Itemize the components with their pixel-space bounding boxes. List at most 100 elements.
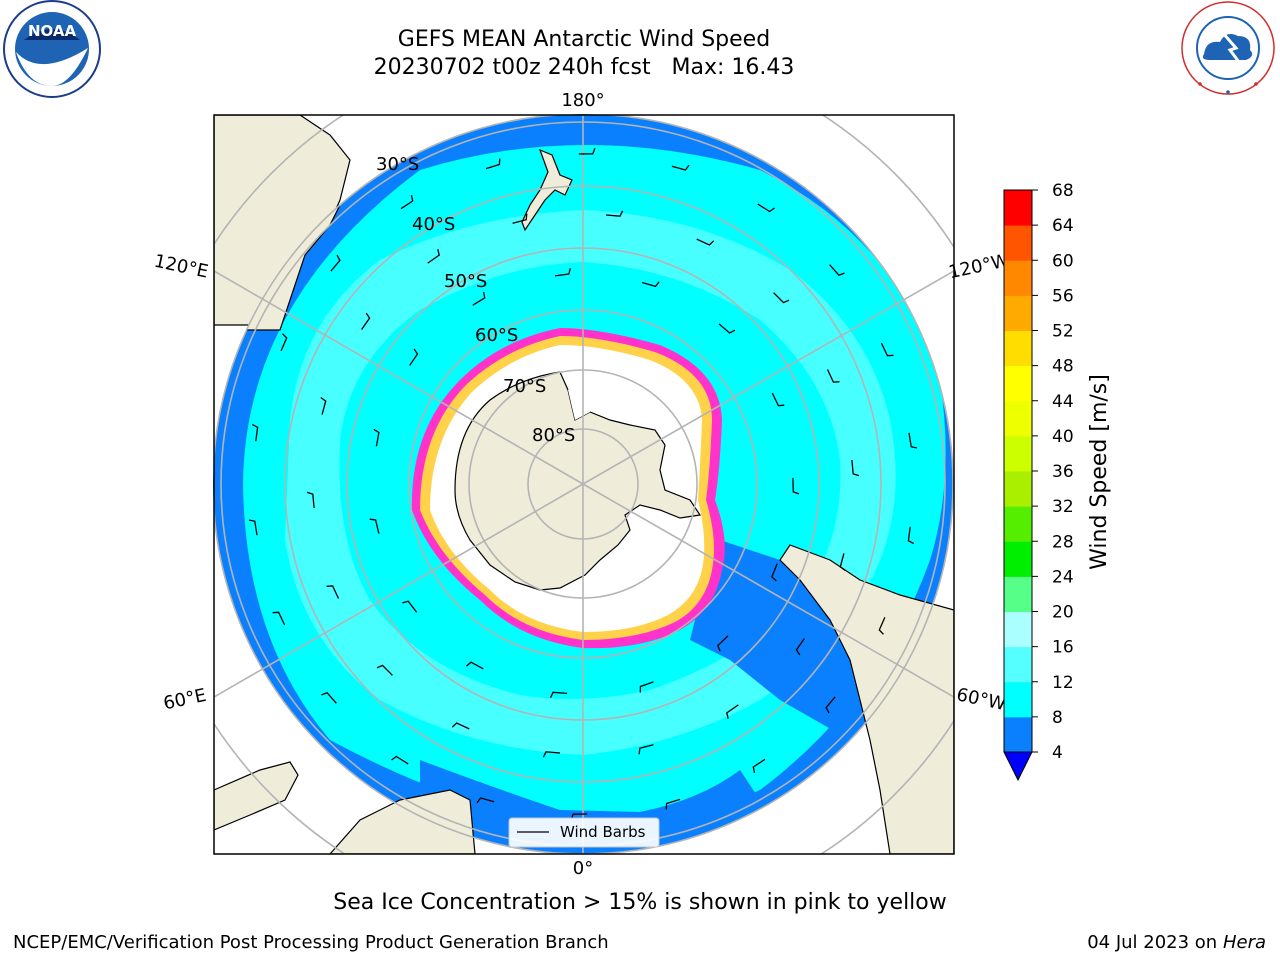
wind-barb bbox=[771, 563, 778, 582]
lat-label-70s: 70°S bbox=[503, 376, 546, 397]
colorbar-segment bbox=[1004, 471, 1032, 507]
lon-label-120e: 120°E bbox=[152, 251, 210, 283]
lon-label-180: 180° bbox=[561, 90, 604, 111]
colorbar-tick-label: 20 bbox=[1052, 603, 1074, 623]
wind-barb bbox=[771, 392, 785, 407]
lat-label-40s: 40°S bbox=[412, 214, 455, 235]
colorbar-tick-label: 28 bbox=[1052, 532, 1074, 552]
wind-barb bbox=[839, 553, 846, 572]
wind-barb bbox=[717, 635, 729, 652]
wind-barb bbox=[402, 600, 418, 613]
colorbar-segment bbox=[1004, 716, 1032, 753]
wind-barb bbox=[671, 164, 690, 171]
colorbar-tick-label: 12 bbox=[1052, 673, 1074, 693]
meridians bbox=[214, 115, 954, 854]
colorbar-tick-label: 68 bbox=[1052, 181, 1074, 201]
colorbar-segment bbox=[1004, 225, 1032, 261]
outer-ocean-nw bbox=[300, 115, 954, 260]
wind-barb bbox=[465, 661, 484, 670]
land-madagascar bbox=[214, 761, 299, 831]
colorbar-segment bbox=[1004, 681, 1032, 718]
colorbar-segment bbox=[1004, 435, 1032, 472]
lon-label-60e: 60°E bbox=[162, 685, 209, 715]
wind-barb bbox=[512, 213, 528, 224]
colorbar-segment bbox=[1004, 506, 1032, 542]
chart-title: GEFS MEAN Antarctic Wind Speed bbox=[397, 27, 771, 52]
footer-branch: NCEP/EMC/Verification Post Processing Pr… bbox=[13, 932, 609, 953]
wind-barb bbox=[907, 526, 915, 545]
colorbar-tick-label: 52 bbox=[1052, 322, 1074, 342]
colorbar-segment bbox=[1004, 611, 1032, 648]
colorbar-tick-label: 56 bbox=[1052, 286, 1074, 306]
lon-label-120w: 120°W bbox=[947, 250, 1011, 283]
wind-barb bbox=[554, 268, 571, 277]
colorbar-segment bbox=[1004, 365, 1032, 402]
wind-barb bbox=[718, 323, 736, 334]
noaa-logo-text: NOAA bbox=[28, 22, 77, 40]
colorbar-tick-label: 4 bbox=[1052, 743, 1063, 763]
lat-label-60s: 60°S bbox=[475, 325, 518, 346]
wind-barb bbox=[321, 692, 337, 704]
noaa-logo: NOAA bbox=[3, 0, 101, 98]
wind-barb bbox=[542, 751, 561, 758]
wind-barb bbox=[829, 264, 845, 276]
wind-barb bbox=[485, 158, 501, 170]
chart-subtitle-date-max: 20230702 t00z 240h fcst Max: 16.43 bbox=[373, 55, 795, 80]
wind-barb bbox=[361, 312, 371, 330]
wind-barb bbox=[373, 428, 380, 447]
wind-band-4-8-southeast bbox=[690, 540, 900, 740]
wind-barb bbox=[369, 518, 380, 534]
lat-label-30s: 30°S bbox=[376, 154, 419, 175]
footer-date-text: 04 Jul 2023 on bbox=[1087, 932, 1223, 953]
colorbar-tick-label: 44 bbox=[1052, 392, 1074, 412]
wind-barb bbox=[476, 797, 495, 804]
wind-barbs bbox=[248, 147, 918, 821]
colorbar-tick-label: 16 bbox=[1052, 638, 1074, 658]
wind-barb bbox=[826, 369, 840, 383]
wind-barb bbox=[472, 291, 486, 306]
wind-barb bbox=[280, 333, 288, 352]
wind-barb bbox=[451, 722, 470, 730]
wind-barb bbox=[251, 423, 259, 442]
wind-barb bbox=[757, 203, 775, 213]
wind-barb bbox=[400, 194, 414, 210]
wind-barb bbox=[908, 432, 918, 449]
wind-barb bbox=[641, 281, 660, 288]
ross-sea bbox=[568, 380, 600, 420]
lat-label-80s: 80°S bbox=[532, 425, 575, 446]
wind-barb bbox=[248, 519, 258, 536]
colorbar-segment bbox=[1004, 646, 1032, 683]
colorbar-segment bbox=[1004, 330, 1032, 367]
wind-barb bbox=[825, 696, 836, 714]
wind-barb bbox=[549, 691, 568, 698]
wind-barb bbox=[696, 238, 715, 246]
colorbar-label: Wind Speed [m/s] bbox=[1087, 374, 1112, 570]
wind-barb bbox=[639, 681, 654, 693]
colorbar-segment bbox=[1004, 576, 1032, 612]
colorbar-segment bbox=[1004, 260, 1032, 296]
lon-label-0: 0° bbox=[573, 858, 593, 879]
colorbar-segment bbox=[1004, 190, 1032, 226]
wind-barb bbox=[752, 758, 766, 774]
wind-barb bbox=[851, 459, 860, 477]
wind-barb bbox=[409, 348, 419, 366]
wind-barb bbox=[330, 254, 341, 272]
colorbar-segment bbox=[1004, 295, 1032, 331]
lat-label-50s: 50°S bbox=[444, 271, 487, 292]
wind-barb bbox=[638, 744, 654, 755]
footer-date: 04 Jul 2023 on Hera bbox=[1087, 932, 1266, 953]
wind-barb bbox=[326, 585, 340, 599]
sea-ice-note: Sea Ice Concentration > 15% is shown in … bbox=[333, 890, 947, 915]
colorbar-tick-label: 60 bbox=[1052, 251, 1074, 271]
nws-logo bbox=[1181, 1, 1275, 95]
land-new-zealand bbox=[521, 148, 573, 232]
wind-barb bbox=[795, 638, 805, 656]
wind-barb bbox=[792, 477, 800, 495]
colorbar-tick-label: 48 bbox=[1052, 357, 1074, 377]
footer-machine: Hera bbox=[1222, 932, 1266, 953]
disk-outline bbox=[214, 115, 954, 854]
wind-barb bbox=[665, 798, 681, 810]
wind-barb bbox=[605, 210, 624, 217]
